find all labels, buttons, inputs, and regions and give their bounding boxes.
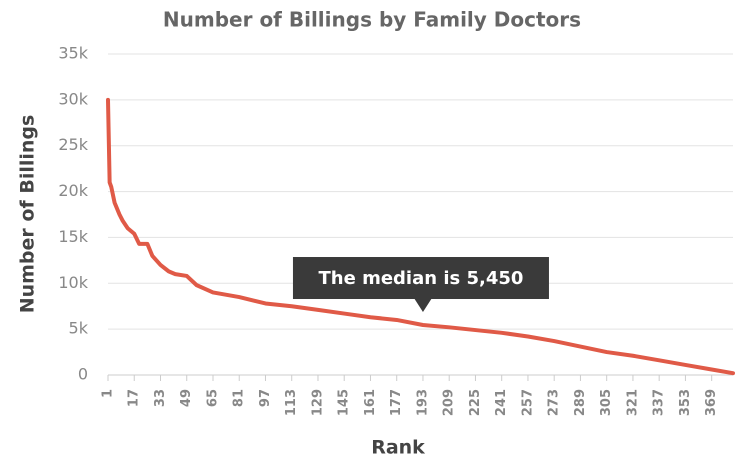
x-tick-label: 113: [284, 389, 299, 416]
y-tick-label: 25k: [58, 135, 88, 154]
x-tick-label: 17: [127, 389, 142, 407]
x-tick-label: 353: [678, 389, 693, 416]
x-tick-label: 49: [179, 389, 194, 407]
x-tick-label: 161: [363, 389, 378, 416]
annotation-pointer: [413, 298, 432, 313]
x-tick-label: 129: [310, 389, 325, 416]
x-axis-label: Rank: [371, 437, 425, 459]
x-tick-label: 145: [337, 389, 352, 416]
x-tick-label: 97: [258, 389, 273, 407]
x-tick-label: 1: [101, 389, 116, 398]
x-tick-label: 257: [520, 389, 535, 416]
y-tick-label: 0: [78, 365, 88, 384]
chart-title: Number of Billings by Family Doctors: [163, 8, 581, 32]
x-tick-label: 65: [205, 389, 220, 407]
y-tick-label: 35k: [58, 44, 88, 63]
y-tick-label: 30k: [58, 89, 88, 108]
x-tick-label: 305: [599, 389, 614, 416]
x-tick-label: 289: [573, 389, 588, 416]
x-tick-label: 337: [652, 389, 667, 416]
x-tick-label: 177: [389, 389, 404, 416]
annotation: The median is 5,450: [292, 257, 549, 313]
annotation-text: The median is 5,450: [319, 268, 524, 289]
data-line: [106, 97, 735, 376]
x-tick-label: 369: [704, 389, 719, 416]
x-tick-label: 209: [442, 389, 457, 416]
x-tick-label: 273: [547, 389, 562, 416]
y-tick-label: 20k: [58, 181, 88, 200]
y-tick-label: 10k: [58, 273, 88, 292]
x-tick-label: 225: [468, 389, 483, 416]
y-axis-label: Number of Billings: [17, 115, 39, 314]
x-tick-label: 33: [153, 389, 168, 407]
annotation-box: [292, 257, 549, 300]
x-tick-label: 241: [494, 389, 509, 416]
x-tick-label: 193: [415, 389, 430, 416]
y-tick-label: 15k: [58, 227, 88, 246]
y-tick-label: 5k: [69, 319, 89, 338]
x-tick-label: 81: [232, 389, 247, 407]
x-tick-label: 321: [625, 389, 640, 416]
